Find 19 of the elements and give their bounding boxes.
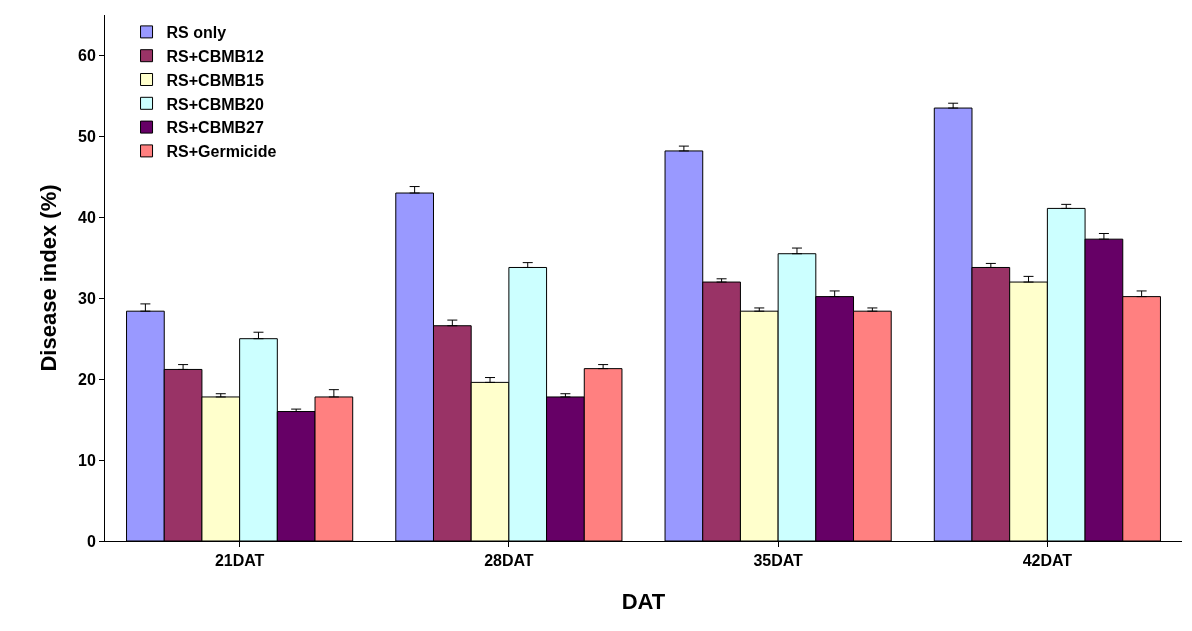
legend-label: RS+CBMB12 [166,47,264,65]
y-tick-label: 0 [86,532,96,550]
x-tick-label: 28DAT [484,552,534,570]
legend-label: RS+CBMB27 [166,119,264,137]
legend-label: RS+CBMB20 [166,95,264,113]
y-tick-label: 40 [78,208,96,226]
x-tick-label: 35DAT [753,552,804,570]
y-tick-label: 30 [78,289,96,307]
y-axis-title: Disease index (%) [35,184,61,372]
y-tick-label: 50 [78,127,96,145]
y-tick-label: 10 [78,451,96,469]
x-axis-title: DAT [621,589,666,615]
legend-label: RS only [166,24,227,42]
legend-label: RS+Germicide [166,143,277,161]
y-tick-label: 60 [78,47,96,65]
x-tick-label: 42DAT [1022,552,1073,570]
legend-label: RS+CBMB15 [166,71,264,89]
y-tick-label: 20 [78,370,96,388]
x-tick-label: 21DAT [214,552,265,570]
